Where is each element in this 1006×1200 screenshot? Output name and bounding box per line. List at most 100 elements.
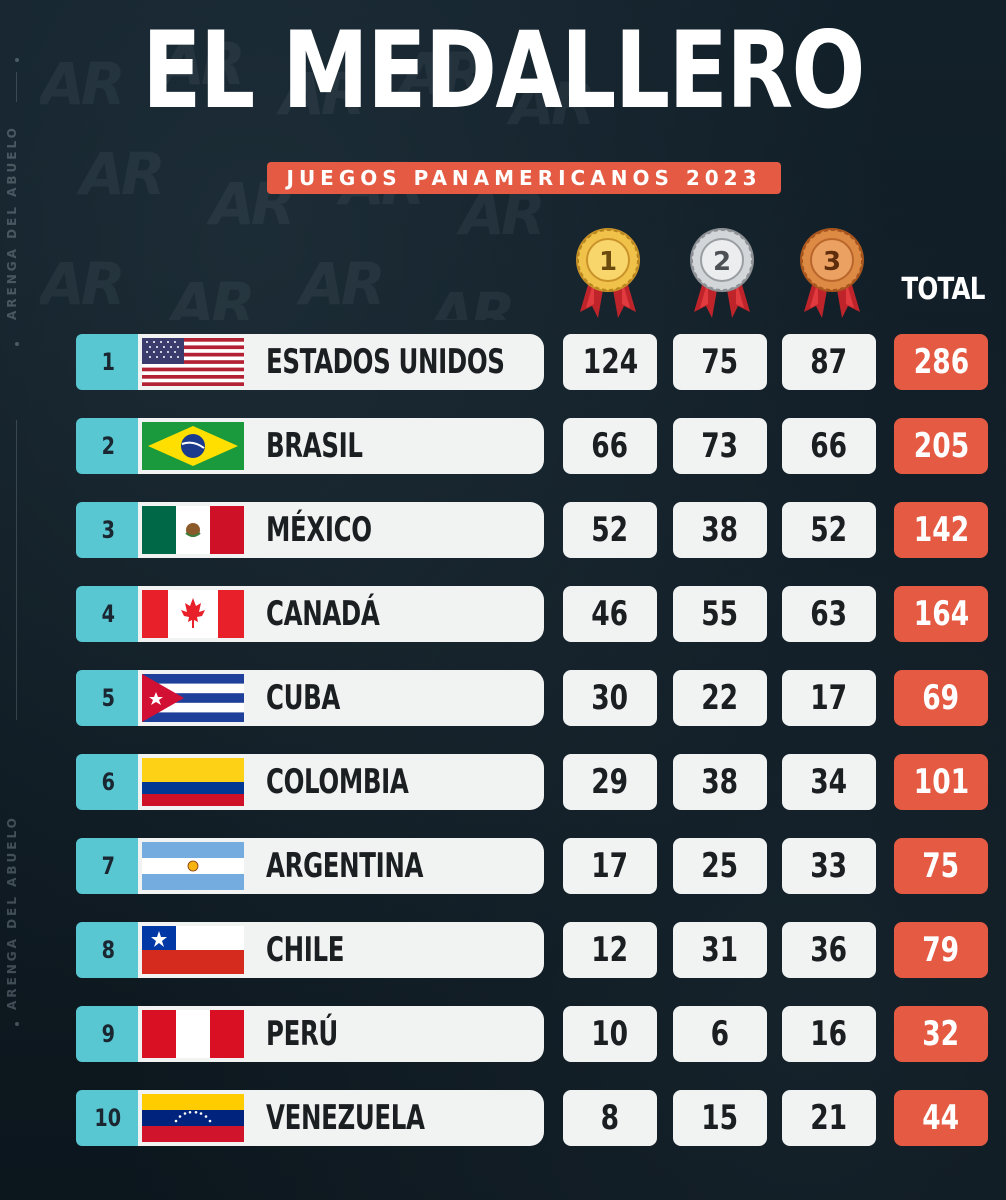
bronze-count: 66 bbox=[782, 418, 876, 474]
subtitle-banner: JUEGOS PANAMERICANOS 2023 bbox=[267, 162, 781, 194]
canada-flag-icon bbox=[142, 590, 244, 638]
peru-flag-icon bbox=[142, 1010, 244, 1058]
rank-badge: 2 bbox=[76, 418, 140, 474]
country-name: PERÚ bbox=[266, 1014, 338, 1054]
silver-count: 6 bbox=[673, 1006, 767, 1062]
country-name: CUBA bbox=[266, 678, 341, 718]
rank-number: 8 bbox=[101, 936, 115, 964]
venezuela-flag-icon bbox=[142, 1094, 244, 1142]
rank-badge: 10 bbox=[76, 1090, 140, 1146]
rank-badge: 6 bbox=[76, 754, 140, 810]
gold-medal-icon: 1 bbox=[576, 228, 640, 318]
gold-count: 46 bbox=[563, 586, 657, 642]
page-subtitle: JUEGOS PANAMERICANOS 2023 bbox=[286, 166, 762, 190]
usa-flag-icon bbox=[142, 338, 244, 386]
bronze-count: 21 bbox=[782, 1090, 876, 1146]
table-row: 1 ESTADOS UNIDOS 124 75 87 286 bbox=[76, 334, 996, 390]
table-row: 10 VENEZUELA 8 15 21 44 bbox=[76, 1090, 996, 1146]
side-watermark-bottom: ARENGA DEL ABUELO bbox=[5, 815, 19, 1010]
rank-badge: 7 bbox=[76, 838, 140, 894]
table-row: 4 CANADÁ 46 55 63 164 bbox=[76, 586, 996, 642]
mexico-flag-icon bbox=[142, 506, 244, 554]
bronze-count: 36 bbox=[782, 922, 876, 978]
country-name: COLOMBIA bbox=[266, 762, 409, 802]
gold-count: 52 bbox=[563, 502, 657, 558]
country-name: VENEZUELA bbox=[266, 1098, 425, 1138]
total-count: 79 bbox=[894, 922, 988, 978]
rank-number: 1 bbox=[101, 348, 115, 376]
chile-flag-icon bbox=[142, 926, 244, 974]
bronze-count: 33 bbox=[782, 838, 876, 894]
rank-badge: 5 bbox=[76, 670, 140, 726]
silver-count: 55 bbox=[673, 586, 767, 642]
bronze-count: 63 bbox=[782, 586, 876, 642]
silver-count: 38 bbox=[673, 502, 767, 558]
side-dot bbox=[15, 1022, 19, 1026]
table-row: 7 ARGENTINA 17 25 33 75 bbox=[76, 838, 996, 894]
total-count: 44 bbox=[894, 1090, 988, 1146]
rank-number: 2 bbox=[101, 432, 115, 460]
country-cell: ESTADOS UNIDOS bbox=[138, 334, 544, 390]
silver-count: 75 bbox=[673, 334, 767, 390]
total-count: 32 bbox=[894, 1006, 988, 1062]
table-row: 2 BRASIL 66 73 66 205 bbox=[76, 418, 996, 474]
bronze-count: 34 bbox=[782, 754, 876, 810]
total-column-header: TOTAL bbox=[901, 272, 985, 307]
bronze-count: 16 bbox=[782, 1006, 876, 1062]
bronze-count: 87 bbox=[782, 334, 876, 390]
rank-number: 3 bbox=[101, 516, 115, 544]
rank-number: 10 bbox=[94, 1104, 122, 1132]
total-count: 142 bbox=[894, 502, 988, 558]
country-cell: CUBA bbox=[138, 670, 544, 726]
argentina-flag-icon bbox=[142, 842, 244, 890]
silver-count: 22 bbox=[673, 670, 767, 726]
rank-badge: 9 bbox=[76, 1006, 140, 1062]
silver-count: 38 bbox=[673, 754, 767, 810]
gold-count: 17 bbox=[563, 838, 657, 894]
brazil-flag-icon bbox=[142, 422, 244, 470]
country-name: BRASIL bbox=[266, 426, 363, 466]
side-dot bbox=[15, 58, 19, 62]
country-cell: CHILE bbox=[138, 922, 544, 978]
rank-number: 4 bbox=[101, 600, 115, 628]
rank-badge: 1 bbox=[76, 334, 140, 390]
total-count: 205 bbox=[894, 418, 988, 474]
country-cell: ARGENTINA bbox=[138, 838, 544, 894]
bronze-count: 52 bbox=[782, 502, 876, 558]
gold-count: 8 bbox=[563, 1090, 657, 1146]
silver-count: 25 bbox=[673, 838, 767, 894]
country-name: CANADÁ bbox=[266, 594, 380, 634]
table-row: 3 MÉXICO 52 38 52 142 bbox=[76, 502, 996, 558]
gold-count: 66 bbox=[563, 418, 657, 474]
country-cell: VENEZUELA bbox=[138, 1090, 544, 1146]
silver-count: 15 bbox=[673, 1090, 767, 1146]
gold-medal-number: 1 bbox=[599, 247, 617, 277]
rank-badge: 3 bbox=[76, 502, 140, 558]
table-row: 9 PERÚ 10 6 16 32 bbox=[76, 1006, 996, 1062]
rank-number: 5 bbox=[101, 684, 115, 712]
bronze-count: 17 bbox=[782, 670, 876, 726]
gold-count: 29 bbox=[563, 754, 657, 810]
country-cell: MÉXICO bbox=[138, 502, 544, 558]
gold-count: 124 bbox=[563, 334, 657, 390]
total-count: 164 bbox=[894, 586, 988, 642]
bronze-medal-icon: 3 bbox=[800, 228, 864, 318]
side-line bbox=[16, 420, 17, 720]
country-name: CHILE bbox=[266, 930, 345, 970]
side-dot bbox=[15, 342, 19, 346]
side-watermark-top: ARENGA DEL ABUELO bbox=[5, 125, 19, 320]
country-cell: COLOMBIA bbox=[138, 754, 544, 810]
gold-count: 12 bbox=[563, 922, 657, 978]
colombia-flag-icon bbox=[142, 758, 244, 806]
silver-medal-icon: 2 bbox=[690, 228, 754, 318]
country-name: MÉXICO bbox=[266, 510, 372, 550]
gold-count: 30 bbox=[563, 670, 657, 726]
silver-medal-number: 2 bbox=[713, 247, 731, 277]
page-title: EL MEDALLERO bbox=[142, 9, 865, 132]
silver-count: 73 bbox=[673, 418, 767, 474]
bronze-medal-number: 3 bbox=[823, 247, 841, 277]
rank-number: 7 bbox=[101, 852, 115, 880]
rank-number: 9 bbox=[101, 1020, 115, 1048]
gold-count: 10 bbox=[563, 1006, 657, 1062]
table-row: 6 COLOMBIA 29 38 34 101 bbox=[76, 754, 996, 810]
